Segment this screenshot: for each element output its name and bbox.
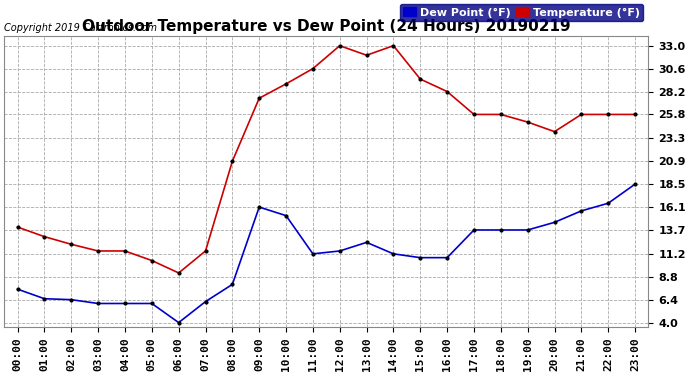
Title: Outdoor Temperature vs Dew Point (24 Hours) 20190219: Outdoor Temperature vs Dew Point (24 Hou… [82, 19, 571, 34]
Legend: Dew Point (°F), Temperature (°F): Dew Point (°F), Temperature (°F) [400, 4, 643, 21]
Text: Copyright 2019 Cartronics.com: Copyright 2019 Cartronics.com [4, 23, 157, 33]
